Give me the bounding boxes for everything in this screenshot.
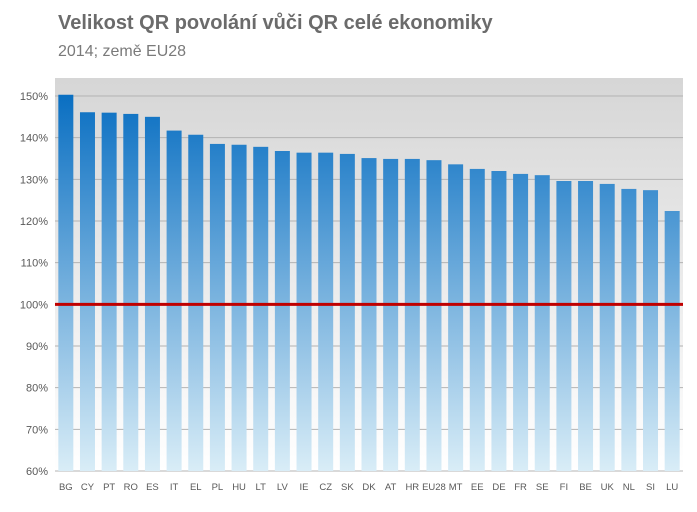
bar-ee xyxy=(469,168,485,471)
x-tick-label: LU xyxy=(666,482,678,493)
x-tick-label: IE xyxy=(300,482,309,493)
x-tick-label: PL xyxy=(212,482,224,493)
x-tick-label: AT xyxy=(385,482,397,493)
bar-fi xyxy=(556,181,572,471)
y-tick-label: 140% xyxy=(20,133,48,145)
x-tick-label: CY xyxy=(81,482,95,493)
bar-sk xyxy=(339,153,355,471)
x-tick-label: ES xyxy=(146,482,159,493)
bar-ie xyxy=(296,152,312,471)
x-tick-label: EL xyxy=(190,482,202,493)
y-tick-label: 110% xyxy=(21,258,49,270)
bar-bg xyxy=(58,94,74,471)
bar-uk xyxy=(599,183,615,471)
y-tick-label: 90% xyxy=(26,341,48,353)
bar-dk xyxy=(361,158,377,472)
bar-si xyxy=(643,190,659,471)
x-tick-label: RO xyxy=(124,482,138,493)
bar-mt xyxy=(448,164,464,472)
x-tick-label: SE xyxy=(536,482,549,493)
x-tick-label: FI xyxy=(560,482,568,493)
x-tick-label: LV xyxy=(277,482,289,493)
bar-de xyxy=(491,171,507,471)
bar-at xyxy=(383,158,399,471)
x-axis: BG CY PT RO ES IT EL PL HU LT LV IE CZ SK DK AT HR EU28 MT… xyxy=(59,482,678,493)
bar-nl xyxy=(621,188,637,471)
x-tick-label: HU xyxy=(232,482,246,493)
bar-hr xyxy=(404,158,420,471)
x-tick-label: EE xyxy=(471,482,484,493)
x-tick-label: EU28 xyxy=(422,482,446,493)
x-tick-label: DE xyxy=(492,482,505,493)
bar-hu xyxy=(231,144,247,471)
x-tick-label: DK xyxy=(362,482,376,493)
bar-cz xyxy=(318,152,334,471)
x-tick-label: LT xyxy=(256,482,267,493)
bar-fr xyxy=(513,173,529,471)
bar-lu xyxy=(664,211,680,471)
x-tick-label: SI xyxy=(646,482,655,493)
y-tick-label: 100% xyxy=(20,299,48,311)
y-tick-label: 80% xyxy=(26,383,48,395)
bar-it xyxy=(166,130,182,472)
y-tick-label: 130% xyxy=(20,174,48,186)
x-tick-label: PT xyxy=(103,482,115,493)
bar-pt xyxy=(101,112,117,472)
x-tick-label: CZ xyxy=(319,482,332,493)
bar-be xyxy=(578,181,594,471)
x-tick-label: FR xyxy=(514,482,527,493)
x-tick-label: BE xyxy=(579,482,592,493)
x-tick-label: SK xyxy=(341,482,354,493)
x-tick-label: NL xyxy=(623,482,635,493)
x-tick-label: MT xyxy=(449,482,463,493)
bar-se xyxy=(534,175,550,471)
y-axis: 60% 70% 80% 90% 100% 110% 120% 130% 140% 150% xyxy=(20,91,48,478)
bar-lt xyxy=(253,146,269,472)
x-tick-label: HR xyxy=(405,482,419,493)
bar-pl xyxy=(209,143,225,471)
bar-cy xyxy=(79,112,95,471)
bar-ro xyxy=(123,113,139,472)
bar-eu28 xyxy=(426,160,442,471)
bar-lv xyxy=(274,151,290,471)
bar-es xyxy=(144,116,160,471)
x-tick-label: UK xyxy=(601,482,615,493)
chart-subtitle: 2014; země EU28 xyxy=(58,43,187,60)
y-tick-label: 60% xyxy=(26,466,48,478)
chart-title: Velikost QR povolání vůči QR celé ekonom… xyxy=(58,12,493,34)
y-tick-label: 120% xyxy=(20,216,48,228)
y-tick-label: 150% xyxy=(20,91,48,103)
bars xyxy=(58,94,680,472)
x-tick-label: IT xyxy=(170,482,179,493)
y-tick-label: 70% xyxy=(26,424,48,436)
x-tick-label: BG xyxy=(59,482,73,493)
